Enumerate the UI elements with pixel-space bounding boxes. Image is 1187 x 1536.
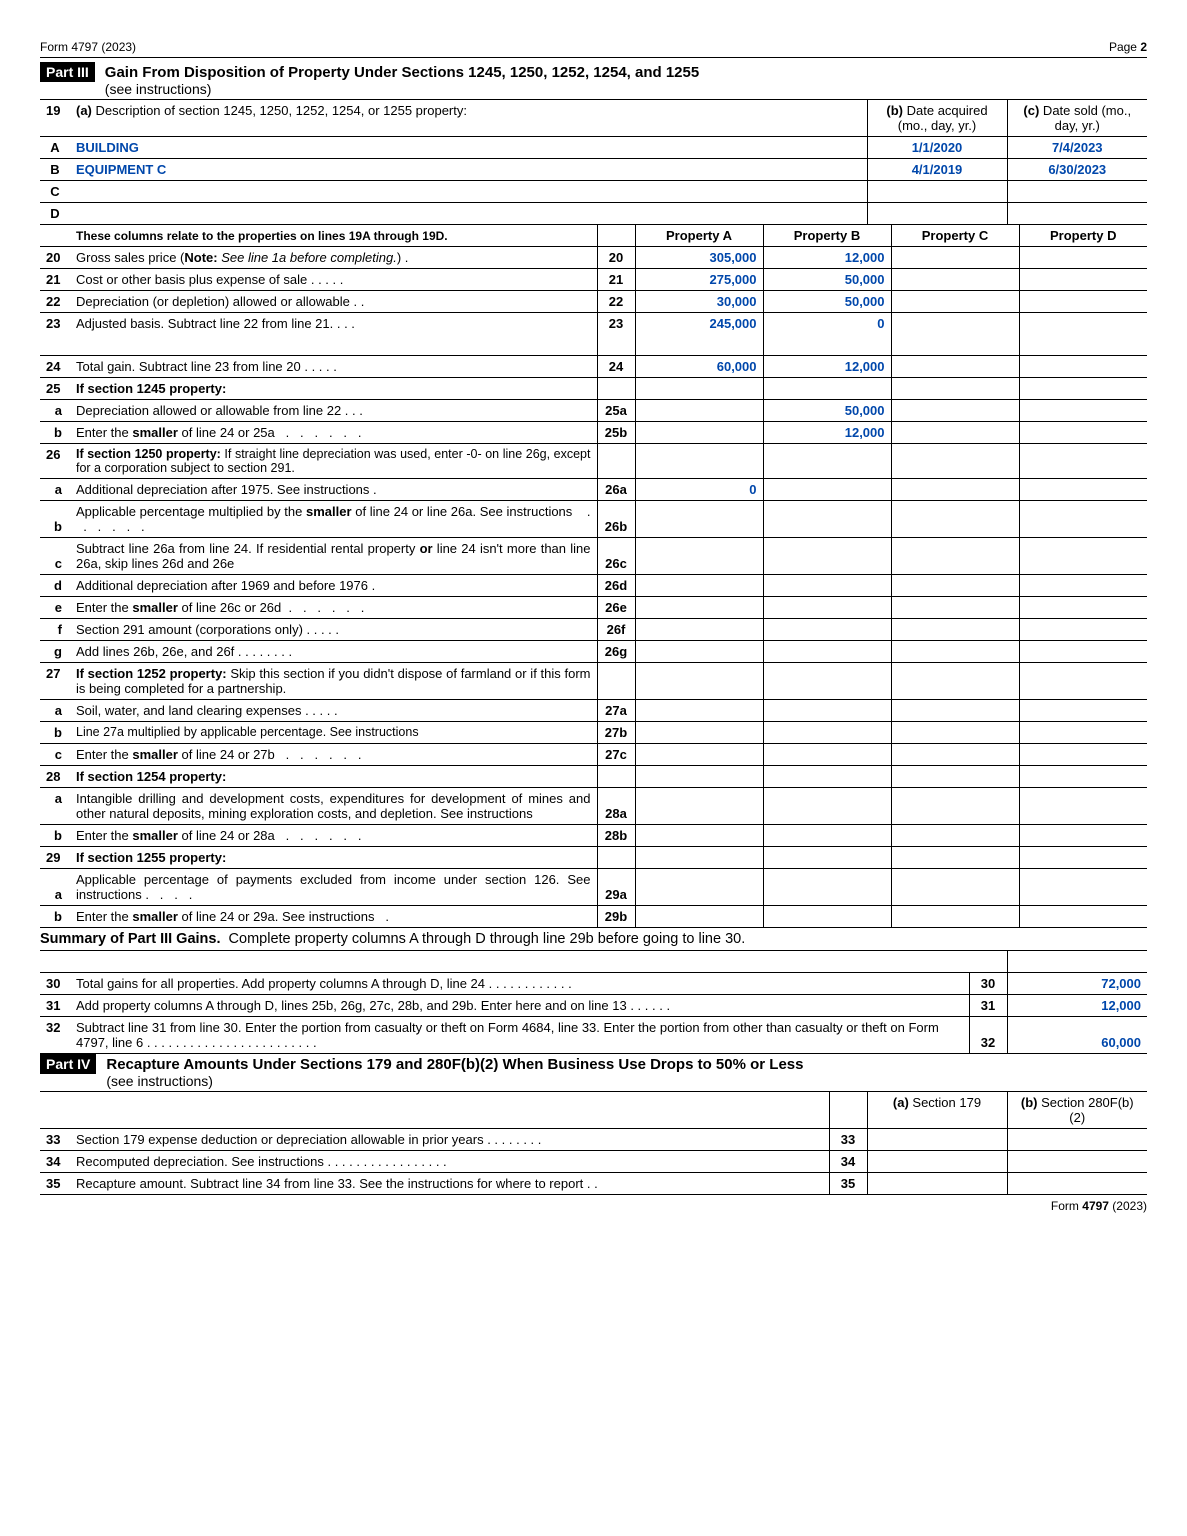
part-iv-col-b: (b) Section 280F(b)(2)	[1007, 1092, 1147, 1129]
line-29a: a Applicable percentage of payments excl…	[40, 869, 1147, 906]
line-31: 31 Add property columns A through D, lin…	[40, 995, 1147, 1017]
line-33: 33 Section 179 expense deduction or depr…	[40, 1129, 1147, 1151]
line-29b: b Enter the smaller of line 24 or 29a. S…	[40, 906, 1147, 928]
part-iv-title: Recapture Amounts Under Sections 179 and…	[106, 1056, 803, 1073]
line-25: 25 If section 1245 property:	[40, 378, 1147, 400]
property-row-a: A BUILDING 1/1/2020 7/4/2023	[40, 137, 1147, 159]
page-num: Page 2	[1109, 40, 1147, 54]
line-27b: b Line 27a multiplied by applicable perc…	[40, 722, 1147, 744]
line-27a: a Soil, water, and land clearing expense…	[40, 700, 1147, 722]
line-34: 34 Recomputed depreciation. See instruct…	[40, 1151, 1147, 1173]
line-26e: e Enter the smaller of line 26c or 26d .…	[40, 597, 1147, 619]
line-35: 35 Recapture amount. Subtract line 34 fr…	[40, 1173, 1147, 1195]
property-calc-table: These columns relate to the properties o…	[40, 225, 1147, 928]
line-26b: b Applicable percentage multiplied by th…	[40, 501, 1147, 538]
line-26d: d Additional depreciation after 1969 and…	[40, 575, 1147, 597]
line-28a: a Intangible drilling and development co…	[40, 788, 1147, 825]
line-21: 21 Cost or other basis plus expense of s…	[40, 269, 1147, 291]
line-27: 27 If section 1252 property: Skip this s…	[40, 663, 1147, 700]
part-iv-col-a: (a) Section 179	[867, 1092, 1007, 1129]
line-26f: f Section 291 amount (corporations only)…	[40, 619, 1147, 641]
part-iv-table: (a) Section 179 (b) Section 280F(b)(2) 3…	[40, 1092, 1147, 1195]
page-header: Form 4797 (2023) Page 2	[40, 40, 1147, 58]
line-25b: b Enter the smaller of line 24 or 25a . …	[40, 422, 1147, 444]
col-b-header: Property B	[763, 225, 891, 247]
col-c-header: Property C	[891, 225, 1019, 247]
line-19b-header: (b) Date acquired (mo., day, yr.)	[867, 100, 1007, 137]
page-footer: Form 4797 (2023)	[40, 1199, 1147, 1213]
property-row-c: C	[40, 181, 1147, 203]
line-25a: a Depreciation allowed or allowable from…	[40, 400, 1147, 422]
line-26: 26 If section 1250 property: If straight…	[40, 444, 1147, 479]
line-22: 22 Depreciation (or depletion) allowed o…	[40, 291, 1147, 313]
line-29: 29 If section 1255 property:	[40, 847, 1147, 869]
line-20: 20 Gross sales price (Note: See line 1a …	[40, 247, 1147, 269]
part-iv-badge: Part IV	[40, 1054, 96, 1074]
col-d-header: Property D	[1019, 225, 1147, 247]
line-23-spacer	[40, 334, 1147, 356]
line-32: 32 Subtract line 31 from line 30. Enter …	[40, 1017, 1147, 1054]
property-row-d: D	[40, 203, 1147, 225]
part-iv-header: Part IV Recapture Amounts Under Sections…	[40, 1054, 1147, 1092]
line-28b: b Enter the smaller of line 24 or 28a . …	[40, 825, 1147, 847]
line-26a: a Additional depreciation after 1975. Se…	[40, 479, 1147, 501]
line-19c-header: (c) Date sold (mo., day, yr.)	[1007, 100, 1147, 137]
part-iv-sub: (see instructions)	[106, 1073, 803, 1089]
line-26g: g Add lines 26b, 26e, and 26f . . . . . …	[40, 641, 1147, 663]
line-19-num: 19	[40, 100, 70, 137]
summary-table: 30 Total gains for all properties. Add p…	[40, 951, 1147, 1054]
summary-header: Summary of Part III Gains. Complete prop…	[40, 928, 1147, 951]
line-30: 30 Total gains for all properties. Add p…	[40, 973, 1147, 995]
line-24: 24 Total gain. Subtract line 23 from lin…	[40, 356, 1147, 378]
line-19a-desc: (a) Description of section 1245, 1250, 1…	[70, 100, 867, 137]
line-23: 23 Adjusted basis. Subtract line 22 from…	[40, 313, 1147, 335]
part-iii-sub: (see instructions)	[105, 81, 699, 97]
line-26c: c Subtract line 26a from line 24. If res…	[40, 538, 1147, 575]
property-row-b: B EQUIPMENT C 4/1/2019 6/30/2023	[40, 159, 1147, 181]
col-a-header: Property A	[635, 225, 763, 247]
line-27c: c Enter the smaller of line 24 or 27b . …	[40, 744, 1147, 766]
line-19-table: 19 (a) Description of section 1245, 1250…	[40, 100, 1147, 225]
part-iii-title: Gain From Disposition of Property Under …	[105, 64, 699, 81]
cols-note: These columns relate to the properties o…	[70, 225, 597, 247]
part-iii-header: Part III Gain From Disposition of Proper…	[40, 62, 1147, 100]
line-28: 28 If section 1254 property:	[40, 766, 1147, 788]
part-iii-badge: Part III	[40, 62, 95, 82]
form-4797-page-2: Form 4797 (2023) Page 2 Part III Gain Fr…	[40, 40, 1147, 1213]
form-ref: Form 4797 (2023)	[40, 40, 136, 54]
